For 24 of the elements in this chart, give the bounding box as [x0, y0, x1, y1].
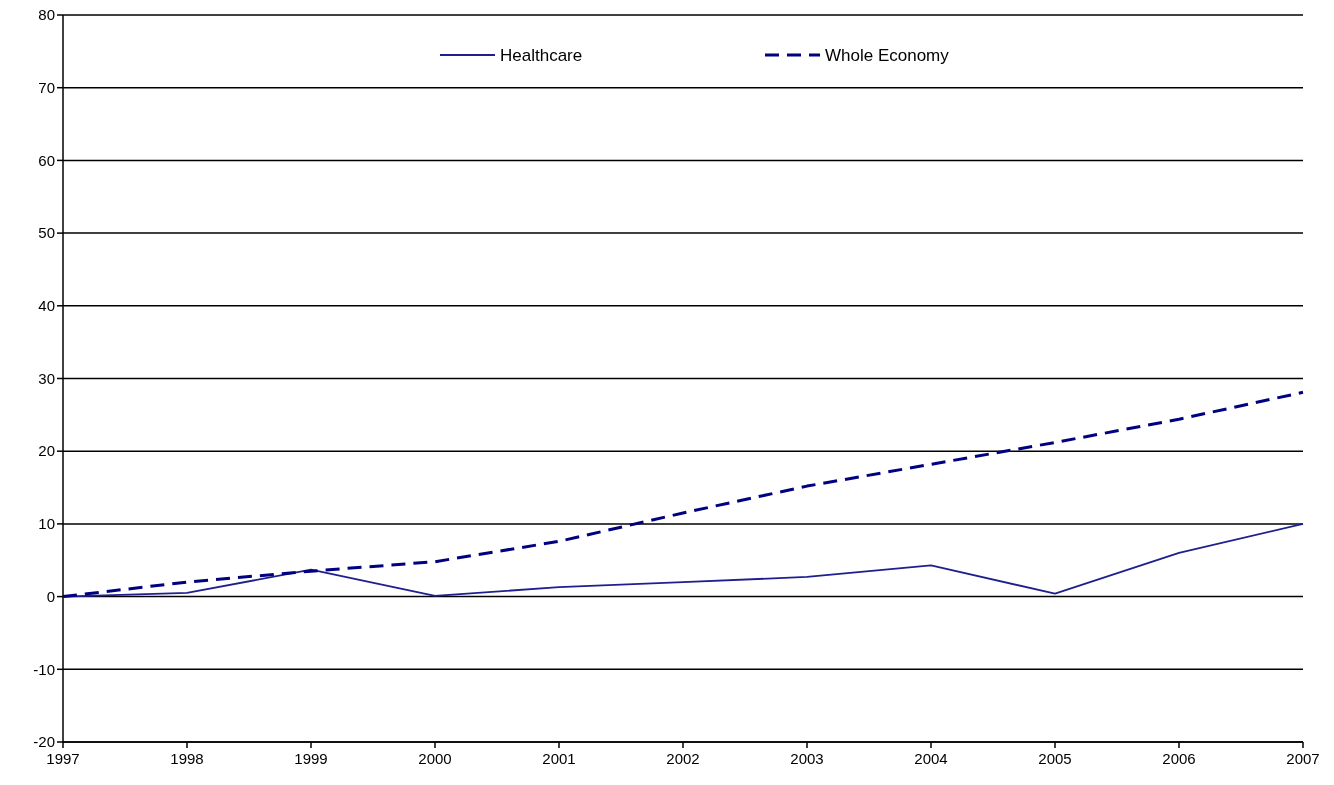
- x-tick-label: 1997: [46, 750, 80, 767]
- x-tick-label: 2004: [914, 750, 948, 767]
- y-tick-label: -10: [33, 660, 55, 678]
- legend-label: Whole Economy: [825, 45, 950, 65]
- x-tick-label: 2000: [418, 750, 452, 767]
- y-tick-label: 40: [38, 297, 55, 315]
- x-tick-label: 2007: [1286, 750, 1320, 767]
- x-tick-label: 1998: [170, 750, 204, 767]
- x-tick-label: 2002: [666, 750, 700, 767]
- x-tick-label: 2005: [1038, 750, 1072, 767]
- y-tick-label: 80: [38, 6, 55, 24]
- x-tick-label: 2003: [790, 750, 824, 767]
- y-tick-label: 10: [38, 515, 55, 533]
- x-tick-label: 2001: [542, 750, 576, 767]
- y-tick-label: 50: [38, 224, 55, 242]
- x-tick-label: 2006: [1162, 750, 1196, 767]
- y-tick-label: -20: [33, 733, 55, 751]
- y-tick-label: 70: [38, 78, 55, 96]
- legend-label: Healthcare: [500, 45, 583, 65]
- y-tick-label: 30: [38, 369, 55, 387]
- y-tick-label: 60: [38, 151, 55, 169]
- y-tick-label: 20: [38, 442, 55, 460]
- x-tick-label: 1999: [294, 750, 328, 767]
- y-tick-label: 0: [46, 587, 55, 605]
